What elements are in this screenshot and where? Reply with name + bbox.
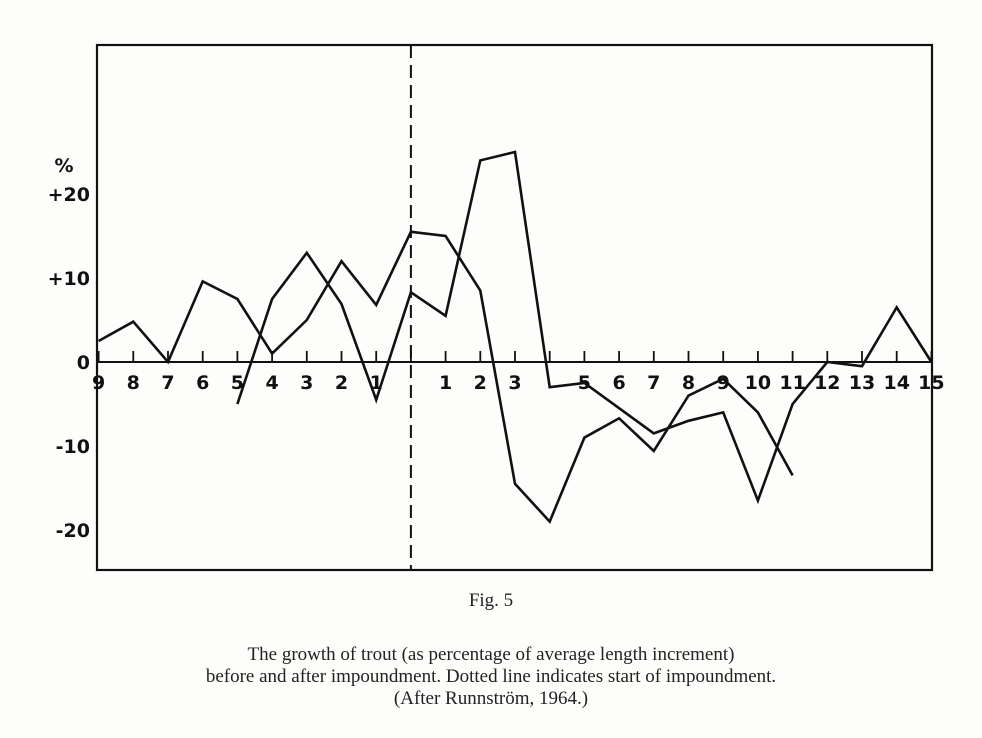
x-tick-label: 9	[92, 372, 105, 394]
x-tick-label: 8	[127, 372, 140, 394]
x-tick-label: 15	[918, 372, 944, 394]
y-tick-label: 0	[77, 352, 90, 374]
y-tick-label: +20	[48, 184, 90, 206]
x-tick-label: 6	[612, 372, 625, 394]
x-tick-label: 2	[474, 372, 487, 394]
caption-line-3: (After Runnström, 1964.)	[393, 688, 589, 709]
x-tick-label: 4	[265, 372, 278, 394]
x-tick-label: 7	[161, 372, 174, 394]
plot-frame	[95, 43, 934, 572]
x-tick-label: 11	[779, 372, 805, 394]
x-tick-label: 1	[439, 372, 452, 394]
x-tick-label: 6	[196, 372, 209, 394]
y-tick-label: +10	[48, 268, 90, 290]
series-line-1	[97, 230, 794, 524]
x-tick-label: 12	[814, 372, 840, 394]
x-tick-label: 3	[300, 372, 313, 394]
chart: 9 8 7 6 5 4 3 2 1 1 2 3 5 6 7 8 9 10 11 12 13 14 15 +20+100-10…	[48, 43, 945, 572]
y-tick-label: -10	[56, 436, 90, 458]
y-unit-label: %	[54, 155, 73, 177]
y-tick-label: -20	[56, 520, 90, 542]
figure-number: Fig. 5	[468, 590, 514, 611]
x-tick-label: 2	[335, 372, 348, 394]
x-tick-label: 13	[849, 372, 875, 394]
x-tick-label: 5	[231, 372, 244, 394]
x-tick-label: 8	[682, 372, 695, 394]
x-tick-label: 9	[717, 372, 730, 394]
x-tick-label: 10	[745, 372, 771, 394]
caption-line-1: The growth of trout (as percentage of av…	[247, 644, 735, 665]
x-tick-label: 7	[647, 372, 660, 394]
caption-line-2: before and after impoundment. Dotted lin…	[205, 666, 777, 687]
series-line-2	[236, 150, 933, 505]
x-tick-label: 3	[508, 372, 521, 394]
x-tick-label: 14	[883, 372, 909, 394]
